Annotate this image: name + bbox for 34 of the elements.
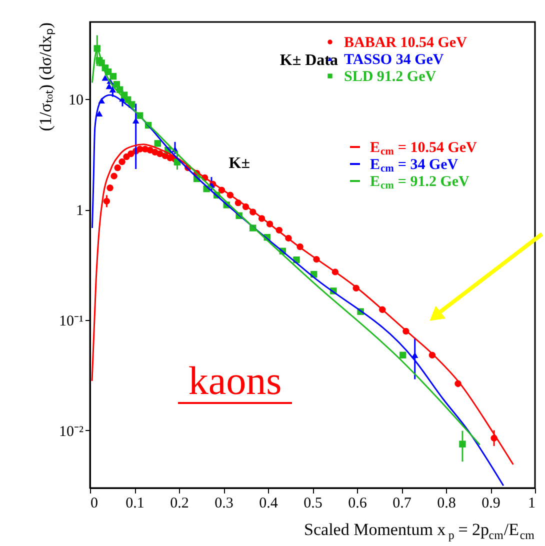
y-tick-label: 10⁻¹: [59, 313, 84, 330]
annotation: kaons: [188, 358, 282, 403]
x-tick-label: 0.3: [214, 496, 234, 512]
legend-label: BABAR 10.54 GeV: [344, 35, 468, 51]
point: [106, 184, 114, 192]
point: [154, 140, 161, 147]
x-tick-label: 0.1: [126, 496, 144, 512]
annotation: K± Data: [280, 52, 338, 69]
y-axis-title: (1/σₜₒₜ) (dσ/dxₚ): [36, 22, 56, 132]
point: [128, 150, 134, 158]
point: [106, 83, 112, 90]
x-tick-label: 0.5: [304, 496, 322, 512]
point: [118, 158, 126, 166]
annotation: K±: [228, 155, 250, 172]
legend-label: SLD 91.2 GeV: [344, 69, 436, 85]
x-tick-label: 0.6: [348, 496, 368, 512]
x-tick-label: 0.9: [482, 496, 500, 512]
point: [156, 150, 164, 158]
x-tick-label: 1: [528, 496, 536, 512]
point: [114, 164, 121, 172]
y-tick-label: 10: [68, 92, 84, 109]
point: [110, 72, 116, 80]
line-series: [91, 144, 514, 466]
x-tick-label: 0.4: [259, 496, 278, 512]
y-tick-label: 10⁻²: [59, 424, 84, 440]
x-tick-label: 0: [90, 496, 98, 512]
x-tick-label: 0.8: [437, 496, 456, 512]
point: [399, 352, 406, 358]
legend-label: TASSO 34 GeV: [344, 52, 444, 68]
x-tick-label: 0.2: [170, 496, 189, 512]
x-tick-label: 0.7: [392, 496, 412, 512]
y-tick-label: 1: [76, 203, 84, 220]
point: [102, 74, 108, 81]
point: [110, 172, 118, 180]
